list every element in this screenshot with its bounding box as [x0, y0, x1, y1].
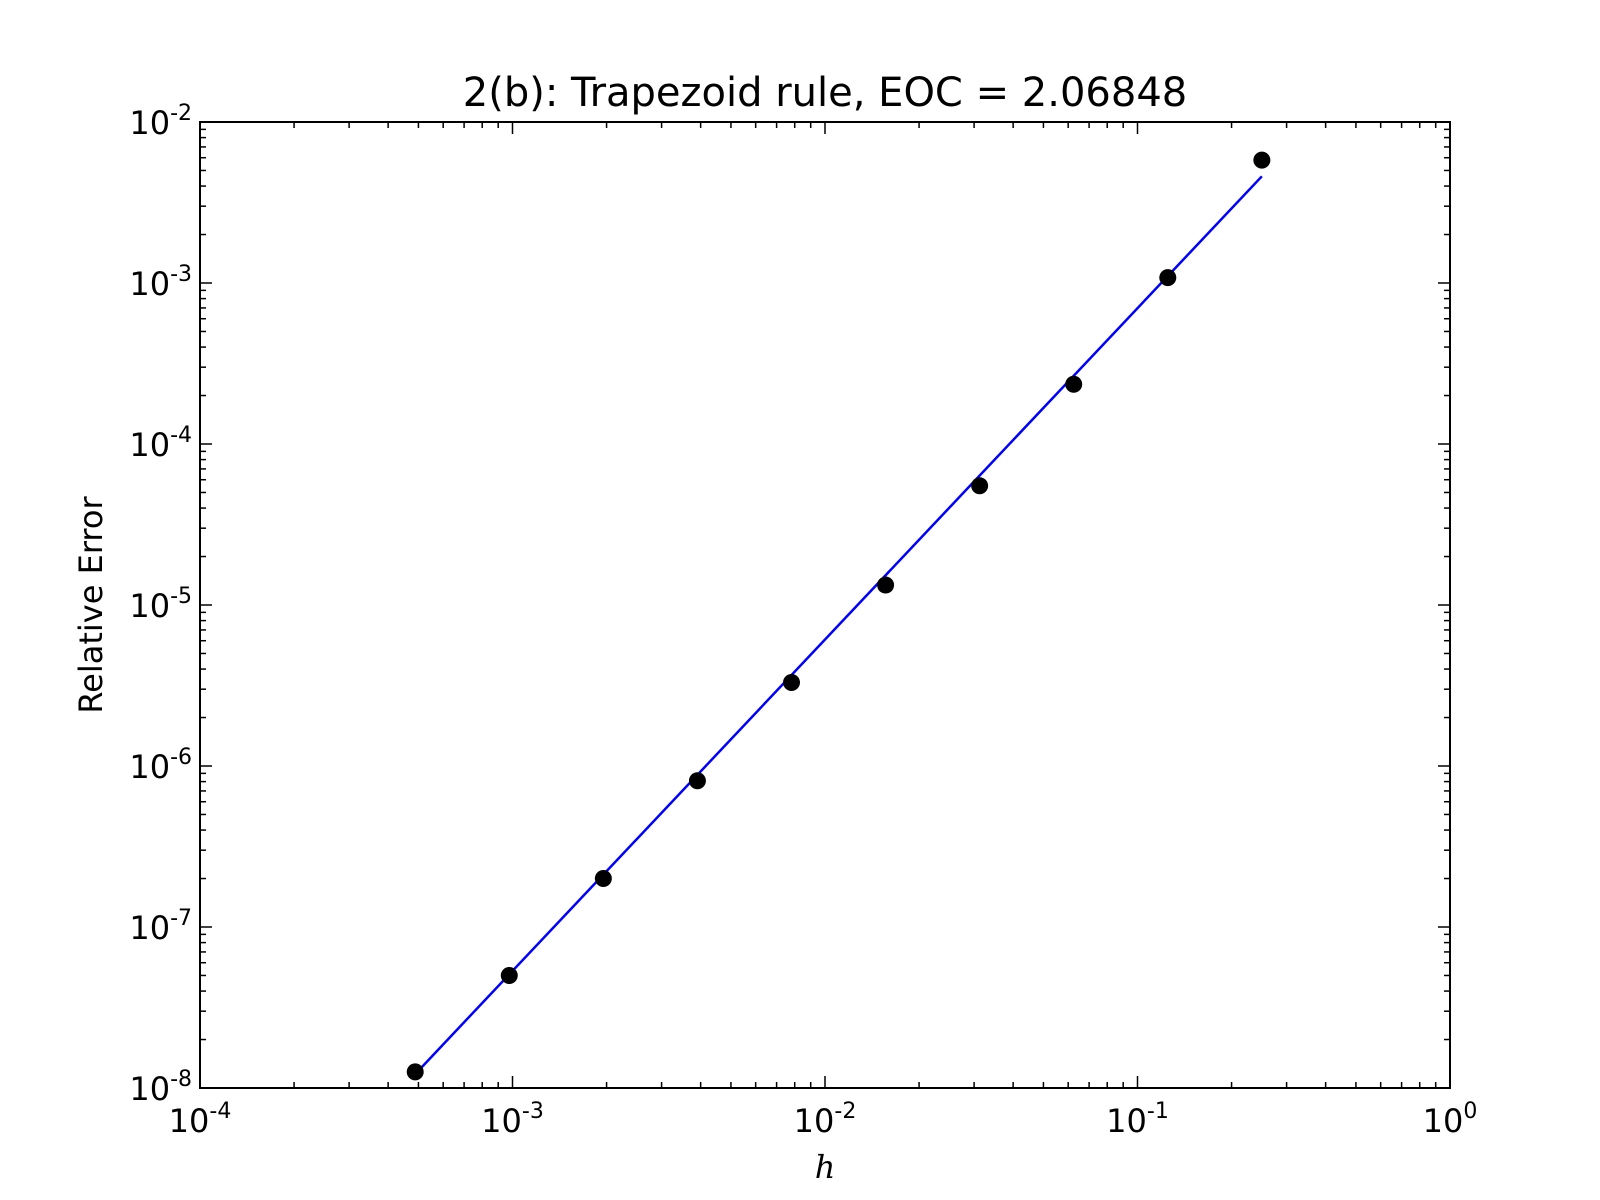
y-tick-labels: 10-8 10-7 10-6 10-5 10-4 10-3 10-2: [129, 101, 192, 1108]
y-tick-label: 10-8: [129, 1067, 192, 1108]
chart-title: 2(b): Trapezoid rule, EOC = 2.06848: [463, 70, 1187, 116]
data-point: [782, 674, 800, 692]
fit-line-layer: [414, 175, 1263, 1075]
data-point: [406, 1063, 424, 1081]
data-point: [971, 477, 989, 495]
y-tick-label: 10-5: [129, 584, 192, 625]
x-axis-label: h: [815, 1148, 836, 1186]
y-tick-label: 10-7: [129, 906, 192, 947]
y-tick-label: 10-2: [129, 101, 192, 142]
x-tick-label: 10-2: [794, 1099, 857, 1140]
fit-line: [414, 175, 1263, 1075]
axes-frame: [199, 121, 1451, 1089]
y-tick-label: 10-3: [129, 262, 192, 303]
y-tick-label: 10-4: [129, 423, 192, 464]
x-tick-labels: 10-4 10-3 10-2 10-1 100: [169, 1099, 1478, 1140]
x-tick-label: 10-4: [169, 1099, 232, 1140]
x-tick-label: 100: [1423, 1099, 1478, 1140]
data-point: [1159, 269, 1177, 287]
y-axis-label: Relative Error: [72, 496, 110, 714]
data-points-layer: [406, 151, 1271, 1081]
data-point: [688, 772, 706, 790]
x-tick-label: 10-1: [1106, 1099, 1169, 1140]
data-point: [594, 870, 612, 888]
y-tick-label: 10-6: [129, 745, 192, 786]
data-point: [1253, 151, 1271, 169]
data-point: [500, 966, 518, 984]
ticks-layer: [199, 121, 1451, 1089]
data-point: [1065, 375, 1083, 393]
data-point: [877, 576, 895, 594]
x-tick-label: 10-3: [481, 1099, 544, 1140]
